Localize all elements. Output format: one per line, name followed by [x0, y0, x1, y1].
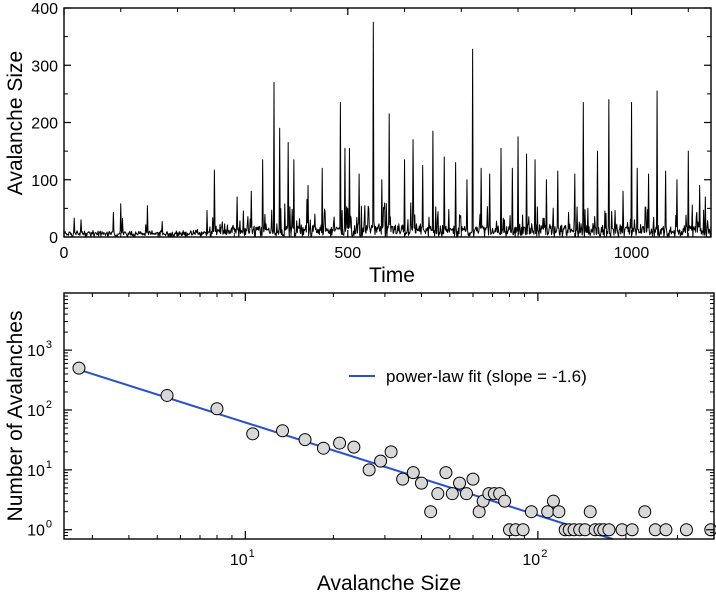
distribution-point	[374, 454, 388, 468]
distribution-x-tick-exponent: 1	[249, 548, 255, 560]
distribution-point	[406, 466, 420, 480]
distribution-point	[424, 505, 438, 519]
distribution-point	[638, 505, 652, 519]
distribution-point	[659, 523, 673, 537]
distribution-point	[160, 388, 174, 402]
distribution-point	[679, 523, 693, 537]
time-series-y-axis-title: Avalanche Size	[4, 51, 27, 195]
distribution-point	[445, 487, 459, 501]
distribution-point	[347, 440, 361, 454]
time-series-y-tick-label: 100	[31, 173, 58, 190]
distribution-points	[72, 361, 716, 537]
time-series-panel: 0 500 1000 0 100 200 300 400 Time Avalanche Si…	[4, 1, 712, 287]
time-series-plot-area	[63, 21, 712, 238]
distribution-frame	[63, 292, 715, 540]
distribution-point	[498, 494, 512, 508]
distribution-point	[466, 472, 480, 486]
time-series-frame	[63, 7, 712, 238]
distribution-x-ticks: 101 102	[91, 293, 715, 569]
time-series-x-tick-label: 0	[60, 245, 69, 262]
distribution-point	[431, 487, 445, 501]
distribution-point	[276, 424, 289, 438]
distribution-point	[72, 361, 86, 375]
distribution-point	[316, 441, 330, 455]
distribution-y-tick-exponent: 1	[46, 459, 52, 471]
legend: power-law fit (slope = -1.6)	[349, 367, 587, 386]
time-series-y-tick-label: 300	[31, 58, 58, 75]
distribution-point	[396, 472, 410, 486]
distribution-y-axis-title: Number of Avalanches	[4, 311, 27, 522]
distribution-y-tick-exponent: 0	[46, 519, 52, 531]
distribution-point	[546, 494, 560, 508]
distribution-x-tick-exponent: 2	[541, 548, 547, 560]
distribution-point	[439, 466, 453, 480]
time-series-x-tick-label: 1000	[614, 245, 650, 262]
distribution-point	[298, 433, 312, 447]
distribution-y-tick-label: 103	[27, 339, 52, 360]
distribution-point	[246, 427, 260, 441]
distribution-y-tick-label: 102	[27, 399, 52, 420]
legend-label: power-law fit (slope = -1.6)	[386, 367, 587, 386]
distribution-point	[210, 402, 224, 416]
time-series-y-tick-label: 200	[31, 116, 58, 133]
distribution-point	[524, 505, 538, 519]
distribution-point	[333, 436, 347, 450]
distribution-point	[602, 523, 616, 537]
distribution-point	[453, 476, 467, 490]
time-series-x-tick-label: 500	[334, 245, 361, 262]
distribution-point	[384, 445, 398, 459]
distribution-point	[362, 463, 376, 477]
avalanche-time-series-line	[63, 21, 712, 238]
time-series-x-ticks: 0 500 1000	[60, 8, 689, 262]
distribution-y-tick-label: 100	[27, 519, 52, 540]
distribution-x-axis-title: Avalanche Size	[317, 572, 461, 595]
distribution-x-tick-label: 102	[522, 548, 547, 569]
distribution-point	[625, 523, 639, 537]
distribution-point	[516, 523, 530, 537]
distribution-point	[583, 505, 597, 519]
distribution-point	[541, 505, 555, 519]
time-series-y-tick-label: 400	[31, 1, 58, 18]
distribution-y-tick-label: 101	[27, 459, 52, 480]
time-series-y-ticks: 0 100 200 300 400	[31, 1, 711, 247]
distribution-point	[459, 487, 473, 501]
distribution-x-tick-label: 101	[230, 548, 255, 569]
distribution-point	[414, 476, 428, 490]
distribution-y-tick-exponent: 2	[46, 399, 52, 411]
distribution-y-tick-exponent: 3	[46, 339, 52, 351]
time-series-y-tick-label: 0	[49, 230, 58, 247]
time-series-x-axis-title: Time	[369, 264, 415, 287]
distribution-point	[552, 505, 566, 519]
